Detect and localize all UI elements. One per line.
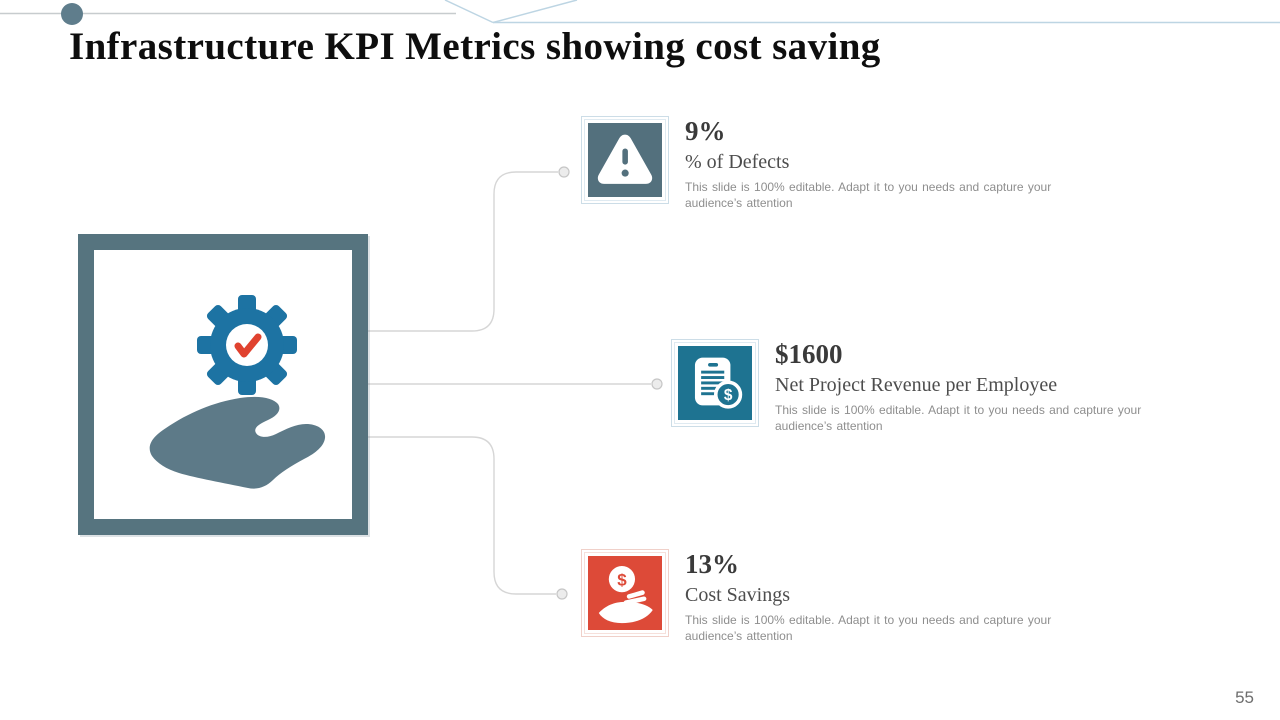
kpi-value: 13% (685, 549, 739, 579)
kpi-label: % of Defects (685, 151, 790, 174)
accent-dot (61, 3, 83, 25)
kpi-description: This slide is 100% editable. Adapt it to… (685, 613, 1052, 643)
svg-text:$: $ (617, 570, 627, 589)
warning-triangle-icon (588, 123, 662, 197)
kpi-callout-defects: 9% % of Defects This slide is 100% edita… (685, 116, 1085, 212)
kpi-value: 9% (685, 116, 726, 146)
hand-dollar-icon: $ (588, 556, 662, 630)
invoice-dollar-icon: $ (678, 346, 752, 420)
kpi-label: Net Project Revenue per Employee (775, 374, 1058, 397)
kpi-value: $1600 (775, 339, 843, 369)
defects-icon-box (581, 116, 669, 204)
center-graphic-frame (78, 234, 368, 535)
cost-savings-icon-box: $ (581, 549, 669, 637)
revenue-icon-box: $ (671, 339, 759, 427)
slide-title: Infrastructure KPI Metrics showing cost … (69, 25, 881, 68)
kpi-label: Cost Savings (685, 584, 791, 607)
gear-check-in-hand-icon (149, 295, 326, 489)
kpi-description: This slide is 100% editable. Adapt it to… (775, 403, 1142, 433)
kpi-callout-cost-savings: 13% Cost Savings This slide is 100% edit… (685, 549, 1085, 645)
kpi-description: This slide is 100% editable. Adapt it to… (685, 180, 1052, 210)
page-number: 55 (1235, 688, 1254, 707)
kpi-callout-revenue: $1600 Net Project Revenue per Employee T… (775, 339, 1175, 435)
svg-text:$: $ (724, 387, 733, 404)
